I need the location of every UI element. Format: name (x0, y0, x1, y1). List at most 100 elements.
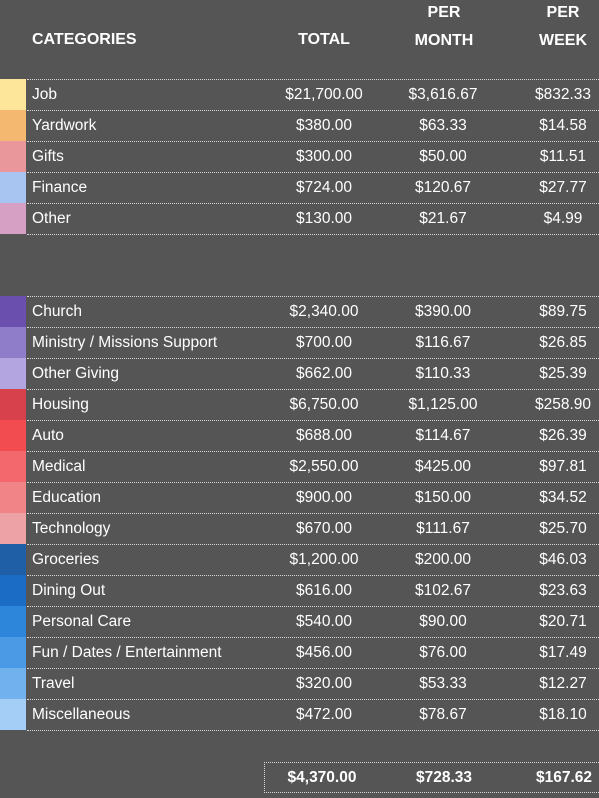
table-row: Medical $2,550.00 $425.00 $97.81 (0, 451, 599, 482)
per-week-cell: $14.58 (539, 117, 587, 134)
row-divider (27, 606, 599, 637)
per-month-cell: $21.67 (419, 210, 467, 227)
category-color-swatch (0, 203, 26, 234)
header-per-week-bottom: WEEK (539, 32, 587, 49)
category-name: Technology (32, 520, 111, 537)
table-row: Other $130.00 $21.67 $4.99 (0, 203, 599, 234)
header-total: TOTAL (298, 31, 350, 48)
per-month-cell: $90.00 (419, 613, 467, 630)
table-header: CATEGORIES TOTAL PER MONTH PER WEEK (0, 0, 599, 78)
category-color-swatch (0, 327, 26, 358)
row-divider (27, 699, 599, 730)
row-divider (27, 637, 599, 668)
category-name: Housing (32, 396, 89, 413)
category-color-swatch (0, 389, 26, 420)
total-cell: $2,340.00 (289, 303, 359, 320)
table-row: Job $21,700.00 $3,616.67 $832.33 (0, 79, 599, 110)
total-cell: $6,750.00 (289, 396, 359, 413)
per-month-cell: $3,616.67 (408, 86, 478, 103)
total-cell: $130.00 (295, 210, 353, 227)
table-row: Ministry / Missions Support $700.00 $116.6… (0, 327, 599, 358)
per-week-cell: $25.70 (539, 520, 587, 537)
category-color-swatch (0, 637, 26, 668)
category-name: Finance (32, 179, 88, 196)
category-name: Auto (32, 427, 64, 444)
category-color-swatch (0, 575, 26, 606)
row-divider (27, 172, 599, 203)
table-row: Housing $6,750.00 $1,125.00 $258.90 (0, 389, 599, 420)
total-cell: $900.00 (295, 489, 353, 506)
per-week-cell: $12.27 (539, 675, 587, 692)
per-month-cell: $53.33 (419, 675, 467, 692)
category-name: Church (32, 303, 82, 320)
category-name: Yardwork (32, 117, 97, 134)
header-categories: CATEGORIES (32, 31, 137, 48)
totals-per-month: $728.33 (415, 769, 473, 786)
total-cell: $2,550.00 (289, 458, 359, 475)
category-color-swatch (0, 172, 26, 203)
row-divider (27, 389, 599, 420)
total-cell: $724.00 (295, 179, 353, 196)
per-month-cell: $390.00 (414, 303, 472, 320)
table-row: Dining Out $616.00 $102.67 $23.63 (0, 575, 599, 606)
per-month-cell: $102.67 (414, 582, 472, 599)
row-divider (27, 668, 599, 699)
row-divider (27, 482, 599, 513)
category-color-swatch (0, 420, 26, 451)
table-row: Education $900.00 $150.00 $34.52 (0, 482, 599, 513)
category-name: Other (32, 210, 71, 227)
row-divider (27, 79, 599, 110)
total-cell: $662.00 (295, 365, 353, 382)
total-cell: $688.00 (295, 427, 353, 444)
category-name: Groceries (32, 551, 100, 568)
table-row: Auto $688.00 $114.67 $26.39 (0, 420, 599, 451)
category-name: Miscellaneous (32, 706, 131, 723)
total-cell: $1,200.00 (289, 551, 359, 568)
row-divider (27, 203, 599, 234)
per-week-cell: $26.85 (539, 334, 587, 351)
total-cell: $616.00 (295, 582, 353, 599)
category-color-swatch (0, 79, 26, 110)
row-divider (27, 358, 599, 389)
table-row: Other Giving $662.00 $110.33 $25.39 (0, 358, 599, 389)
per-month-cell: $110.33 (415, 365, 471, 382)
row-divider (27, 420, 599, 451)
per-week-cell: $17.49 (539, 644, 587, 661)
per-month-cell: $200.00 (414, 551, 472, 568)
header-per-week: PER WEEK (523, 0, 599, 55)
total-cell: $300.00 (295, 148, 353, 165)
total-cell: $320.00 (295, 675, 353, 692)
header-per-month: PER MONTH (400, 0, 488, 55)
row-divider (27, 451, 599, 482)
table-row: Miscellaneous $472.00 $78.67 $18.10 (0, 699, 599, 730)
totals-per-week: $167.62 (535, 769, 593, 786)
category-color-swatch (0, 110, 26, 141)
table-bottom-border (27, 234, 599, 235)
category-name: Other Giving (32, 365, 120, 382)
header-per-month-top: PER (427, 4, 461, 21)
category-color-swatch (0, 513, 26, 544)
total-cell: $472.00 (295, 706, 353, 723)
row-divider (27, 296, 599, 327)
per-month-cell: $111.67 (416, 520, 470, 537)
row-divider (27, 575, 599, 606)
per-month-cell: $50.00 (419, 148, 467, 165)
row-divider (27, 544, 599, 575)
per-month-cell: $63.33 (419, 117, 467, 134)
per-week-cell: $34.52 (539, 489, 587, 506)
header-per-week-top: PER (546, 4, 580, 21)
category-name: Personal Care (32, 613, 132, 630)
table-row: Church $2,340.00 $390.00 $89.75 (0, 296, 599, 327)
table-row: Gifts $300.00 $50.00 $11.51 (0, 141, 599, 172)
category-color-swatch (0, 544, 26, 575)
table-bottom-border (27, 730, 599, 731)
category-name: Education (32, 489, 101, 506)
totals-row: $4,370.00 $728.33 $167.62 (264, 762, 599, 793)
category-name: Travel (32, 675, 75, 692)
table-row: Yardwork $380.00 $63.33 $14.58 (0, 110, 599, 141)
category-color-swatch (0, 668, 26, 699)
total-cell: $700.00 (295, 334, 353, 351)
per-week-cell: $18.10 (539, 706, 587, 723)
category-name: Fun / Dates / Entertainment (32, 644, 222, 661)
per-month-cell: $78.67 (419, 706, 467, 723)
